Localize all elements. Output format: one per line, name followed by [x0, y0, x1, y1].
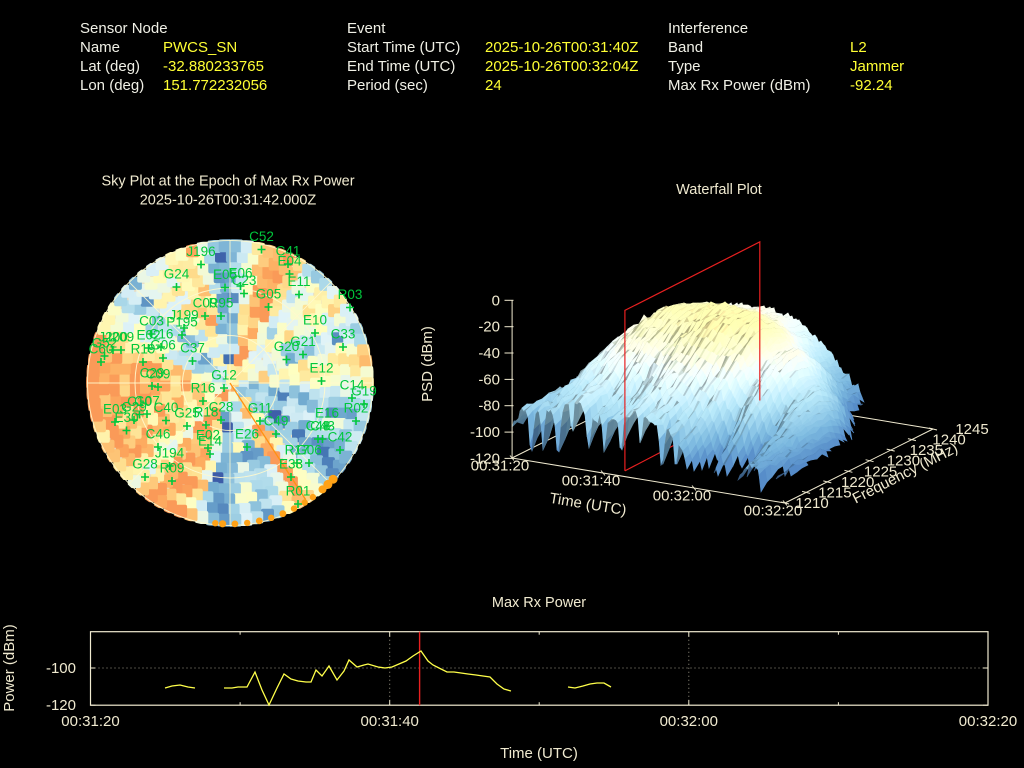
- svg-text:Power (dBm): Power (dBm): [1, 624, 18, 712]
- svg-text:I209: I209: [108, 330, 134, 345]
- svg-text:G06: G06: [296, 443, 322, 458]
- svg-text:G19: G19: [351, 384, 377, 399]
- svg-text:C29: C29: [140, 366, 165, 381]
- svg-text:E12: E12: [309, 361, 333, 376]
- svg-text:C16: C16: [149, 327, 174, 342]
- svg-text:R01: R01: [286, 484, 311, 499]
- svg-text:C14: C14: [340, 378, 365, 393]
- svg-text:G29: G29: [121, 400, 147, 415]
- svg-text:00:32:20: 00:32:20: [959, 713, 1017, 730]
- svg-text:E02: E02: [196, 428, 220, 443]
- svg-text:1230: 1230: [887, 453, 920, 470]
- svg-text:Sky Plot at the Epoch of Max R: Sky Plot at the Epoch of Max Rx Power: [101, 174, 354, 190]
- svg-text:J199: J199: [169, 308, 198, 323]
- svg-text:E33: E33: [279, 457, 303, 472]
- svg-text:E06: E06: [228, 266, 252, 281]
- svg-text:C43: C43: [310, 419, 335, 434]
- svg-text:C37: C37: [180, 341, 205, 356]
- svg-text:-120: -120: [470, 450, 500, 467]
- svg-text:1210: 1210: [795, 495, 828, 512]
- svg-text:1235: 1235: [910, 442, 943, 459]
- svg-text:PSD (dBm): PSD (dBm): [419, 326, 436, 402]
- svg-text:R16: R16: [191, 381, 216, 396]
- svg-text:C42: C42: [328, 430, 353, 445]
- svg-text:J194: J194: [155, 446, 185, 461]
- svg-text:C03: C03: [139, 314, 164, 329]
- svg-text:E30: E30: [114, 410, 138, 425]
- svg-text:C52: C52: [249, 229, 274, 244]
- svg-text:G11: G11: [248, 401, 273, 416]
- svg-text:1215: 1215: [818, 484, 851, 501]
- svg-text:G28: G28: [132, 457, 158, 472]
- svg-text:G12: G12: [211, 368, 237, 383]
- svg-text:G07: G07: [134, 394, 160, 409]
- svg-text:R95: R95: [209, 296, 234, 311]
- svg-text:J196: J196: [186, 244, 215, 259]
- svg-text:E16: E16: [315, 406, 339, 421]
- svg-text:E26: E26: [235, 427, 259, 442]
- svg-text:Waterfall Plot: Waterfall Plot: [676, 182, 762, 198]
- svg-text:R19: R19: [131, 342, 156, 357]
- svg-text:C60: C60: [89, 342, 114, 357]
- svg-text:1240: 1240: [932, 432, 965, 449]
- svg-text:C10: C10: [127, 394, 152, 409]
- svg-text:E05: E05: [213, 267, 237, 282]
- svg-text:E11: E11: [287, 274, 310, 289]
- svg-text:1225: 1225: [864, 463, 897, 480]
- svg-text:00:32:00: 00:32:00: [660, 713, 718, 730]
- svg-text:R09: R09: [160, 461, 185, 476]
- svg-text:R18: R18: [194, 405, 219, 420]
- svg-text:-120: -120: [46, 697, 76, 714]
- svg-text:G05: G05: [256, 287, 282, 302]
- svg-text:C48: C48: [306, 419, 331, 434]
- svg-text:G20: G20: [274, 339, 300, 354]
- svg-text:Max Rx Power: Max Rx Power: [492, 595, 586, 611]
- svg-text:G52: G52: [92, 336, 118, 351]
- svg-text:0: 0: [492, 292, 500, 309]
- svg-text:E02: E02: [136, 328, 160, 343]
- svg-text:G25: G25: [174, 406, 200, 421]
- svg-text:C23: C23: [232, 273, 257, 288]
- svg-text:E03: E03: [103, 402, 127, 417]
- svg-text:C09: C09: [146, 367, 171, 382]
- svg-text:E10: E10: [303, 313, 327, 328]
- svg-text:1220: 1220: [841, 474, 874, 491]
- svg-text:-100: -100: [470, 424, 500, 441]
- svg-text:-20: -20: [478, 319, 500, 336]
- svg-text:-100: -100: [46, 660, 76, 677]
- svg-text:R03: R03: [338, 287, 363, 302]
- svg-text:1245: 1245: [955, 421, 988, 438]
- svg-text:00:31:20: 00:31:20: [61, 713, 119, 730]
- svg-text:00:32:20: 00:32:20: [744, 503, 802, 520]
- svg-text:R17: R17: [285, 443, 310, 458]
- svg-text:C41: C41: [276, 244, 301, 259]
- svg-text:00:31:40: 00:31:40: [562, 473, 620, 490]
- svg-text:C46: C46: [146, 427, 171, 442]
- svg-text:-60: -60: [478, 371, 500, 388]
- svg-text:G21: G21: [290, 334, 316, 349]
- svg-text:G06: G06: [150, 338, 176, 353]
- svg-text:2025-10-26T00:31:42.000Z: 2025-10-26T00:31:42.000Z: [140, 193, 317, 209]
- svg-text:G24: G24: [164, 267, 190, 282]
- svg-text:00:31:20: 00:31:20: [471, 458, 529, 475]
- svg-text:C28: C28: [209, 400, 234, 415]
- svg-text:E04: E04: [277, 254, 302, 269]
- svg-text:E14: E14: [198, 434, 223, 449]
- svg-text:C33: C33: [331, 327, 356, 342]
- svg-text:C49: C49: [264, 414, 289, 429]
- svg-text:C40: C40: [154, 400, 179, 415]
- svg-text:P195: P195: [166, 315, 198, 330]
- svg-text:Time (UTC): Time (UTC): [500, 745, 578, 762]
- svg-text:-40: -40: [478, 345, 500, 362]
- svg-text:J200: J200: [98, 330, 127, 345]
- svg-text:C09: C09: [193, 296, 218, 311]
- svg-text:00:32:00: 00:32:00: [653, 488, 711, 505]
- svg-text:R02: R02: [344, 401, 369, 416]
- svg-text:-80: -80: [478, 398, 500, 415]
- svg-text:00:31:40: 00:31:40: [361, 713, 419, 730]
